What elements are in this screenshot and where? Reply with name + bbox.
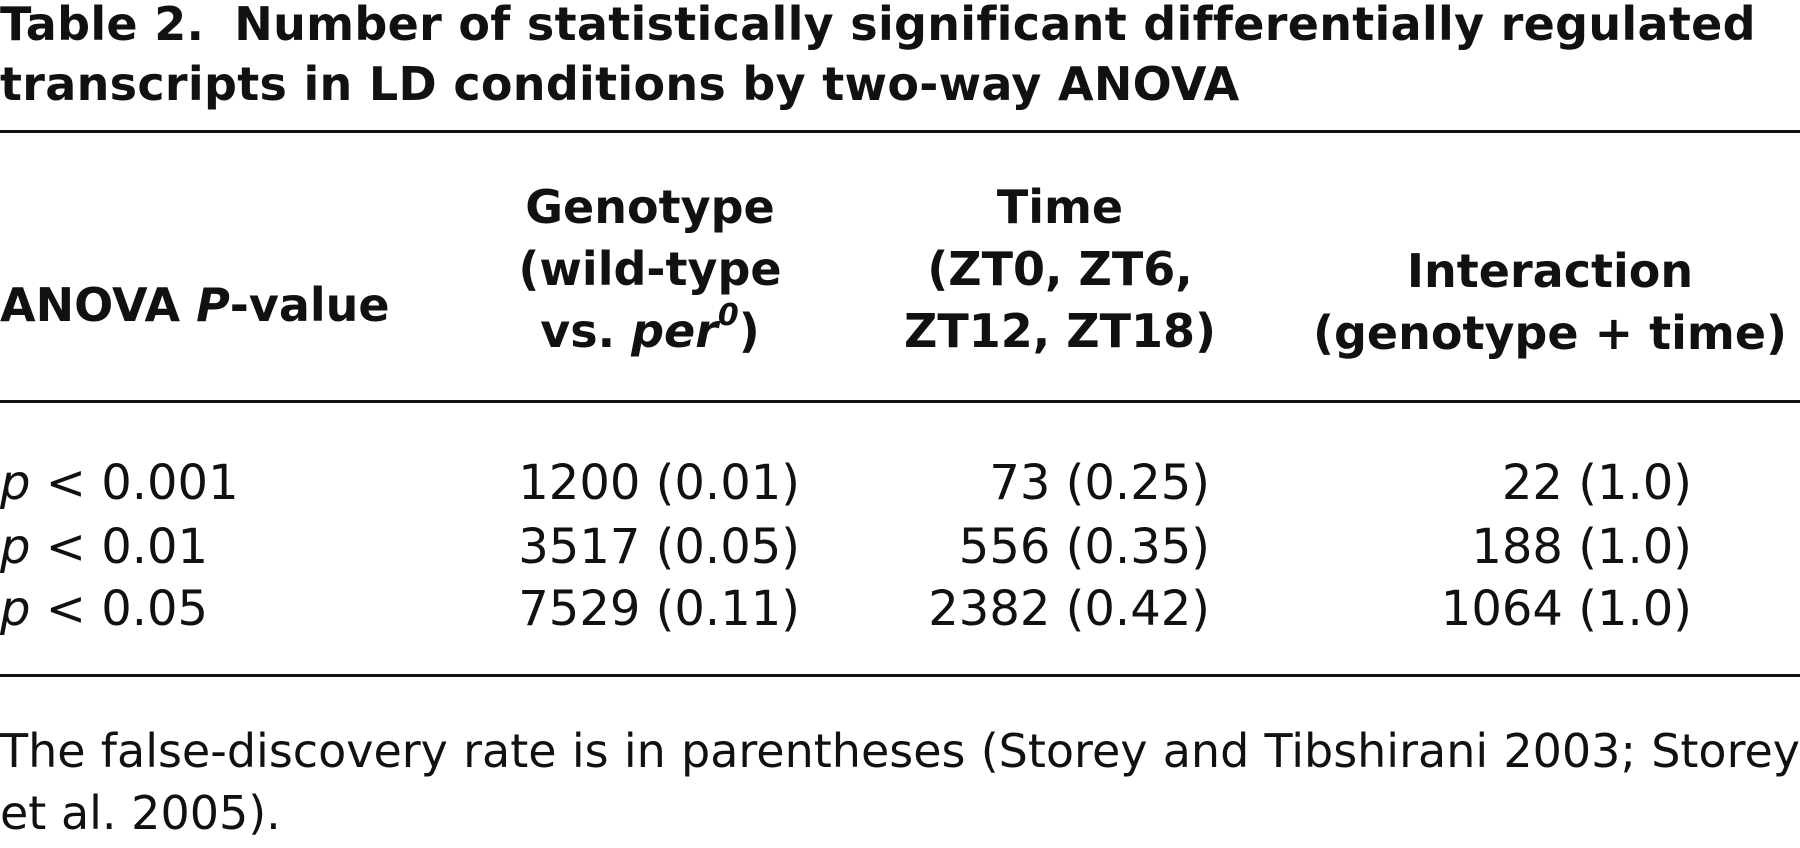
cell-p-threshold: p < 0.01 [0,516,208,578]
cell-genotype: 1200 (0.01) [518,455,800,511]
cell-p-symbol: p [0,455,31,511]
header-interaction-line1: Interaction [1406,244,1694,298]
header-col0-italic: P [196,278,230,332]
cell-interaction: 1064 (1.0) [1440,581,1692,637]
cell-time: 2382 (0.42) [928,581,1210,637]
cell-p-value: < 0.01 [30,519,209,575]
table-row: p < 0.05 7529 (0.11) 2382 (0.42) 1064 (1… [0,578,1800,640]
cell-p-value: < 0.001 [30,455,239,511]
cell-p-value: < 0.05 [30,581,209,637]
table-label: Table 2. [0,0,205,51]
header-genotype-close: ) [738,304,760,358]
header-genotype: Genotype (wild-type vs. per0) [480,176,820,362]
header-col0-suffix: -value [229,278,390,332]
table-footnote: The false-discovery rate is in parenthes… [0,724,1800,840]
header-time-line1: Time [996,180,1124,234]
table-row: p < 0.01 3517 (0.05) 556 (0.35) 188 (1.0… [0,516,1800,578]
header-genotype-line1: Genotype [525,180,775,234]
top-rule [0,130,1800,133]
header-interaction-line2: (genotype + time) [1312,306,1788,360]
cell-interaction: 188 (1.0) [1471,519,1692,575]
table-title: Number of statistically significant diff… [0,0,1756,111]
header-genotype-line3: vs. per0) [480,300,820,362]
header-anova-p-value: ANOVA P-value [0,274,460,336]
header-col0-prefix: ANOVA [0,278,197,332]
header-time: Time (ZT0, ZT6, ZT12, ZT18) [880,176,1240,362]
cell-p-symbol: p [0,581,31,637]
table-caption: Table 2. Number of statistically signific… [0,0,1780,114]
cell-p-threshold: p < 0.05 [0,578,208,640]
cell-p-threshold: p < 0.001 [0,452,239,514]
cell-p-symbol: p [0,519,31,575]
header-rule [0,400,1800,403]
bottom-rule [0,674,1800,677]
header-genotype-sup: 0 [717,297,739,333]
cell-interaction: 22 (1.0) [1501,455,1692,511]
header-time-line2: (ZT0, ZT6, [927,242,1193,296]
header-genotype-per: per [631,304,718,358]
cell-time: 556 (0.35) [958,519,1210,575]
cell-genotype: 3517 (0.05) [518,519,800,575]
header-time-line3: ZT12, ZT18) [903,304,1216,358]
cell-time: 73 (0.25) [989,455,1210,511]
header-interaction: Interaction (genotype + time) [1300,240,1800,364]
header-genotype-line2: (wild-type [518,242,782,296]
cell-genotype: 7529 (0.11) [518,581,800,637]
header-genotype-vs: vs. [540,304,632,358]
table-row: p < 0.001 1200 (0.01) 73 (0.25) 22 (1.0) [0,452,1800,514]
